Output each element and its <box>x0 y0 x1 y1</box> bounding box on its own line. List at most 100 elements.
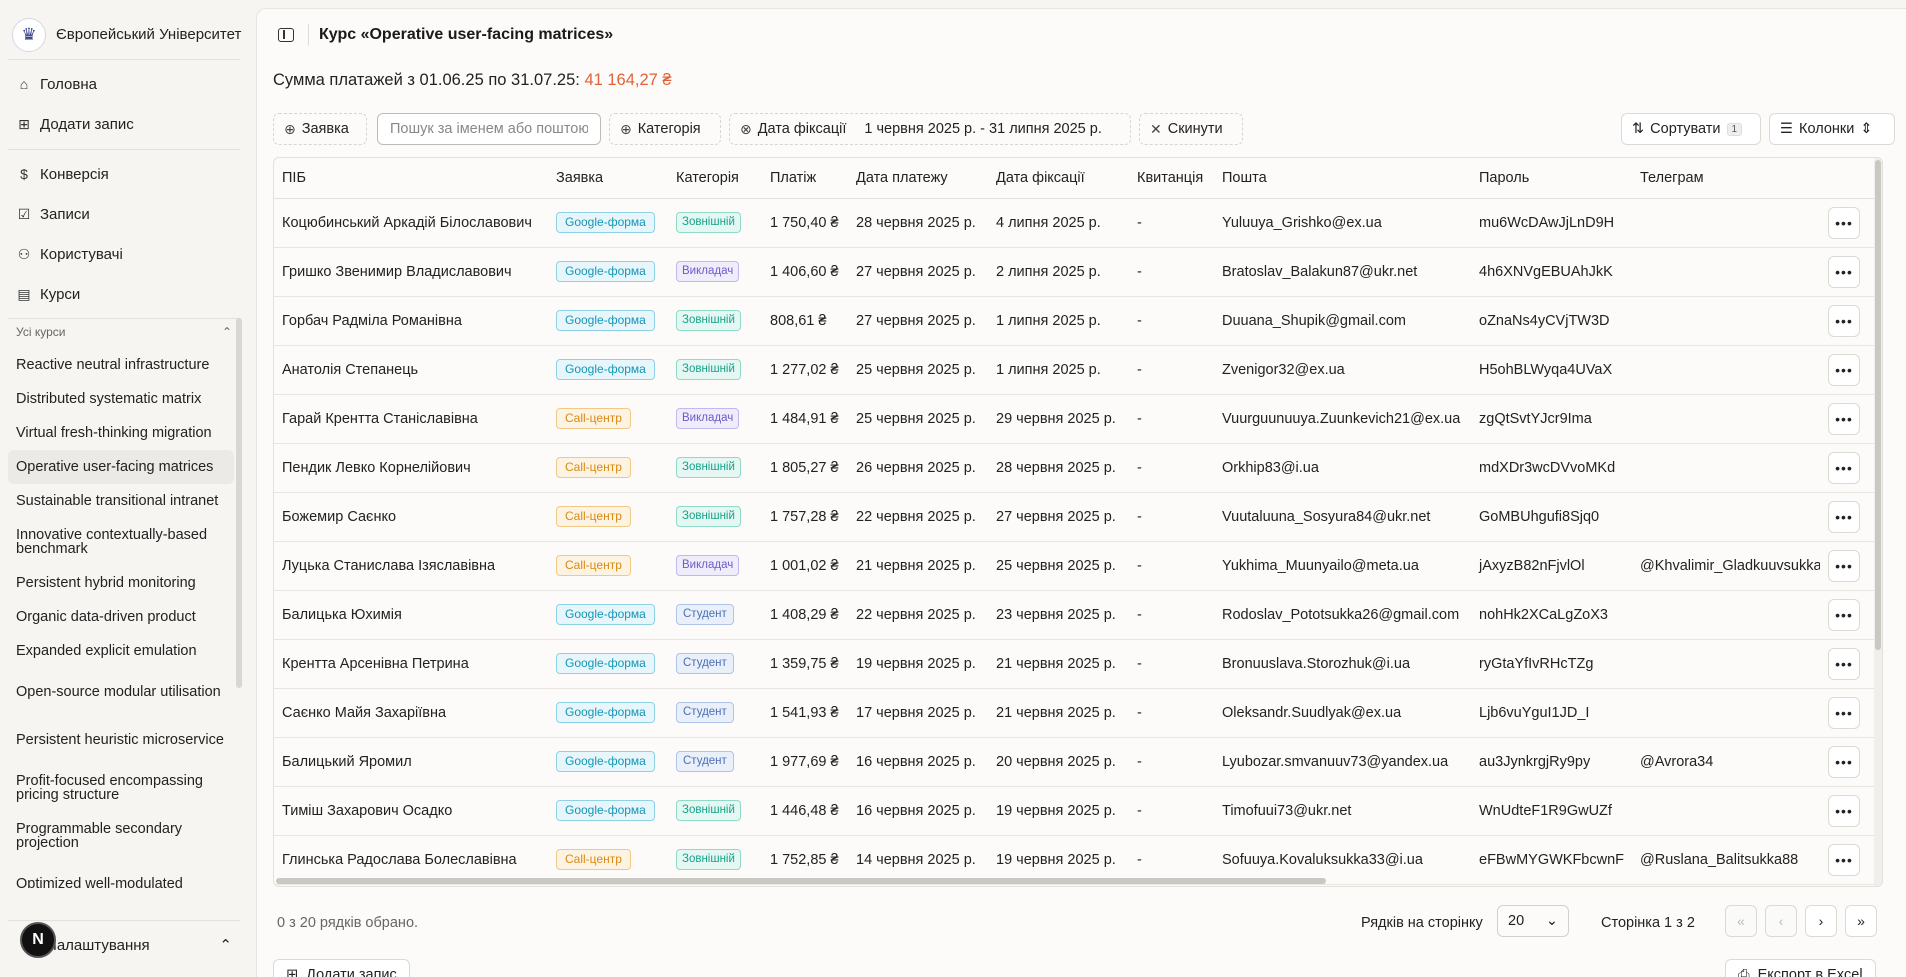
row-actions-button[interactable]: ••• <box>1828 255 1860 288</box>
row-actions-button[interactable]: ••• <box>1828 304 1860 337</box>
rows-per-page-select[interactable]: 20 ⌄ <box>1497 905 1569 937</box>
cell-application: Google-форма <box>548 345 668 395</box>
application-filter-button[interactable]: ⊕ Заявка <box>273 113 367 145</box>
course-item[interactable]: Expanded explicit emulation <box>16 643 197 659</box>
row-actions-button[interactable]: ••• <box>1828 696 1860 729</box>
course-item[interactable]: Sustainable transitional intranet <box>16 493 219 509</box>
nav-users[interactable]: ⚇ Користувачі <box>8 237 240 271</box>
last-page-button[interactable]: » <box>1845 905 1877 937</box>
course-item[interactable]: Open-source modular utilisation <box>16 684 221 700</box>
column-header[interactable]: Пароль <box>1471 158 1632 199</box>
table-row[interactable]: Саєнко Майя Захаріївна Google-форма Студен… <box>274 688 1882 738</box>
table-row[interactable]: Пендик Левко Корнелійович Call-центр Зовні… <box>274 443 1882 493</box>
table-header-row: ПІБ Заявка Категорія Платіж Дата платежу Дата… <box>274 158 1882 199</box>
cell-password: au3JynkrgjRy9py <box>1471 737 1632 787</box>
nav-add-record[interactable]: ⊞ Додати запис <box>8 107 240 141</box>
nav-label: Користувачі <box>40 245 123 263</box>
course-item[interactable]: Virtual fresh-thinking migration <box>16 425 212 441</box>
sort-button[interactable]: ⇅ Сортувати 1 <box>1621 113 1761 145</box>
column-header[interactable]: Дата платежу <box>848 158 988 199</box>
table-row[interactable]: Крентта Арсенівна Петрина Google-форма Сту… <box>274 639 1882 689</box>
column-header[interactable]: Заявка <box>548 158 668 199</box>
settings-menu[interactable]: Налаштування ⌃ <box>8 928 240 962</box>
row-actions-button[interactable]: ••• <box>1828 843 1860 876</box>
scrollbar-thumb[interactable] <box>1875 160 1881 650</box>
course-item[interactable]: Optimized well-modulated <box>16 876 183 888</box>
row-actions-button[interactable]: ••• <box>1828 206 1860 239</box>
nav-home[interactable]: ⌂ Головна <box>8 67 240 101</box>
columns-button[interactable]: ☰ Колонки ⇕ <box>1769 113 1895 145</box>
row-actions-button[interactable]: ••• <box>1828 647 1860 680</box>
row-actions-button[interactable]: ••• <box>1828 794 1860 827</box>
courses-section-header[interactable]: Усі курси ⌃ <box>16 325 232 339</box>
nav-courses[interactable]: ▤ Курси <box>8 277 240 311</box>
row-actions-button[interactable]: ••• <box>1828 451 1860 484</box>
course-item[interactable]: Reactive neutral infrastructure <box>16 357 210 373</box>
cell-password: oZnaNs4yCVjTW3D <box>1471 296 1632 346</box>
first-page-button[interactable]: « <box>1725 905 1757 937</box>
course-item[interactable]: Organic data-driven product <box>16 609 196 625</box>
reset-filters-button[interactable]: ✕ Скинути <box>1139 113 1243 145</box>
column-header[interactable]: Категорія <box>668 158 762 199</box>
row-actions-button[interactable]: ••• <box>1828 549 1860 582</box>
table-row[interactable]: Гришко Звенимир Владиславович Google-форм… <box>274 247 1882 297</box>
search-input[interactable] <box>377 113 601 145</box>
course-item[interactable]: Innovative contextually-based benchmark <box>16 527 208 557</box>
course-item[interactable]: Operative user-facing matrices <box>8 450 234 484</box>
column-header[interactable]: ПІБ <box>274 158 548 199</box>
course-item[interactable]: Distributed systematic matrix <box>16 391 202 407</box>
nav-conversion[interactable]: $ Конверсія <box>8 157 240 191</box>
table-row[interactable]: Коцюбинський Аркадій Білославович Google-… <box>274 198 1882 248</box>
column-header[interactable]: Телеграм <box>1632 158 1820 199</box>
prev-page-button[interactable]: ‹ <box>1765 905 1797 937</box>
nav-records[interactable]: ☑ Записи <box>8 197 240 231</box>
application-badge: Google-форма <box>556 751 655 772</box>
column-header[interactable]: Пошта <box>1214 158 1471 199</box>
table-row[interactable]: Гарай Крентта Станіславівна Call-центр Вик… <box>274 394 1882 444</box>
column-header[interactable]: Дата фіксації <box>988 158 1129 199</box>
table-row[interactable]: Божемир Саєнко Call-центр Зовнішній 1 757,2… <box>274 492 1882 542</box>
cell-name: Коцюбинський Аркадій Білославович <box>274 198 548 248</box>
row-actions-button[interactable]: ••• <box>1828 598 1860 631</box>
cell-actions: ••• <box>1820 688 1882 738</box>
sort-count-badge: 1 <box>1726 122 1743 136</box>
table-row[interactable]: Балицький Яромил Google-форма Студент 1 977… <box>274 737 1882 787</box>
table-row[interactable]: Анатолія Степанець Google-форма Зовнішній 1… <box>274 345 1882 395</box>
nextjs-dev-badge[interactable]: N <box>20 922 56 958</box>
column-header[interactable]: Платіж <box>762 158 848 199</box>
chevron-up-icon[interactable]: ⌃ <box>221 325 232 339</box>
divider <box>8 59 240 60</box>
table-row[interactable]: Глинська Радослава Болеславівна Call-цент… <box>274 835 1882 885</box>
table-horizontal-scrollbar[interactable] <box>276 878 1326 884</box>
date-filter-button[interactable]: ⊗ Дата фіксації 1 червня 2025 р. - 31 ли… <box>729 113 1131 145</box>
course-item[interactable]: Persistent heuristic microservice <box>16 732 224 748</box>
cell-fix-date: 21 червня 2025 р. <box>988 688 1129 738</box>
table-row[interactable]: Луцька Станислава Ізяславівна Call-центр В… <box>274 541 1882 591</box>
brand[interactable]: ♛ Європейський Університет <box>12 12 242 58</box>
cell-email: Duuana_Shupik@gmail.com <box>1214 296 1471 346</box>
column-header[interactable]: Квитанція <box>1129 158 1214 199</box>
course-item[interactable]: Persistent hybrid monitoring <box>16 575 196 591</box>
row-actions-button[interactable]: ••• <box>1828 353 1860 386</box>
table-row[interactable]: Горбач Радміла Романівна Google-форма Зовн… <box>274 296 1882 346</box>
cell-payment: 1 757,28 ₴ <box>762 492 848 542</box>
main-panel: Курс «Operative user-facing matrices» Су… <box>256 8 1906 977</box>
cell-name: Пендик Левко Корнелійович <box>274 443 548 493</box>
cell-email: Vuurguunuuya.Zuunkevich21@ex.ua <box>1214 394 1471 444</box>
course-item[interactable]: Programmable secondary projection <box>16 821 183 851</box>
table-vertical-scrollbar[interactable] <box>1874 158 1882 886</box>
sidebar-toggle-icon[interactable] <box>278 28 294 42</box>
add-record-button[interactable]: ⊞ Додати запис <box>273 959 410 977</box>
course-item[interactable]: Profit-focused encompassing pricing stru… <box>16 773 203 803</box>
more-horizontal-icon: ••• <box>1835 459 1853 476</box>
category-filter-button[interactable]: ⊕ Категорія <box>609 113 721 145</box>
table-row[interactable]: Балицька Юхимія Google-форма Студент 1 408,… <box>274 590 1882 640</box>
table-row[interactable]: Тиміш Захарович Осадко Google-форма Зовніш… <box>274 786 1882 836</box>
row-actions-button[interactable]: ••• <box>1828 402 1860 435</box>
next-page-button[interactable]: › <box>1805 905 1837 937</box>
row-actions-button[interactable]: ••• <box>1828 745 1860 778</box>
sidebar-scrollbar[interactable] <box>236 318 242 688</box>
row-actions-button[interactable]: ••• <box>1828 500 1860 533</box>
export-excel-button[interactable]: ⎙ Експорт в Excel <box>1725 959 1876 977</box>
cell-password: Ljb6vuYguI1JD_I <box>1471 688 1632 738</box>
